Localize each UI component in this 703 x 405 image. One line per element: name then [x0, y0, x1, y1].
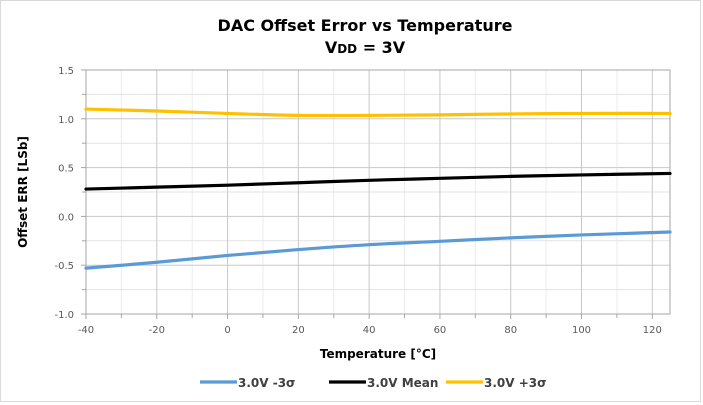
y-tick-label: -0.5 [54, 261, 74, 272]
x-tick-label: 120 [643, 325, 662, 336]
y-tick-label: 0.0 [58, 212, 74, 223]
legend-item: 3.0V -3σ [200, 376, 295, 390]
series-minus-3sigma-line [84, 230, 672, 270]
subtitle-suffix: = 3V [357, 38, 406, 57]
subtitle-prefix: V [325, 38, 338, 57]
x-tick-label: 60 [434, 325, 447, 336]
y-tick-label: 1.0 [58, 115, 74, 126]
x-tick-label: -40 [78, 325, 94, 336]
x-axis-title: Temperature [°C] [320, 347, 436, 361]
series-lines [84, 107, 672, 270]
series-plus-3sigma-line [84, 107, 672, 118]
y-axis-ticks: -1.0 -0.5 0.0 0.5 1.0 1.5 [54, 66, 86, 321]
y-tick-label: 0.5 [58, 164, 74, 175]
x-tick-label: 100 [572, 325, 591, 336]
subtitle-subscript: DD [337, 42, 357, 56]
minor-gridlines [86, 70, 670, 314]
chart-title: DAC Offset Error vs Temperature [218, 16, 513, 35]
legend: 3.0V -3σ 3.0V Mean 3.0V +3σ [200, 376, 546, 390]
x-tick-label: 20 [292, 325, 305, 336]
series-mean-line [84, 171, 672, 191]
legend-label: 3.0V -3σ [238, 376, 295, 390]
x-tick-label: 0 [224, 325, 230, 336]
x-tick-label: -20 [149, 325, 165, 336]
y-tick-label: -1.0 [54, 310, 74, 321]
chart-subtitle: VDD = 3V [325, 38, 406, 57]
legend-label: 3.0V +3σ [484, 376, 546, 390]
y-axis-title: Offset ERR [LSb] [16, 136, 30, 248]
x-tick-label: 80 [504, 325, 517, 336]
legend-label: 3.0V Mean [367, 376, 438, 390]
y-tick-label: 1.5 [58, 66, 74, 77]
legend-item: 3.0V Mean [329, 376, 438, 390]
legend-item: 3.0V +3σ [446, 376, 546, 390]
x-tick-label: 40 [363, 325, 376, 336]
x-axis-ticks: -40 -20 0 20 40 60 80 100 120 [78, 314, 662, 336]
